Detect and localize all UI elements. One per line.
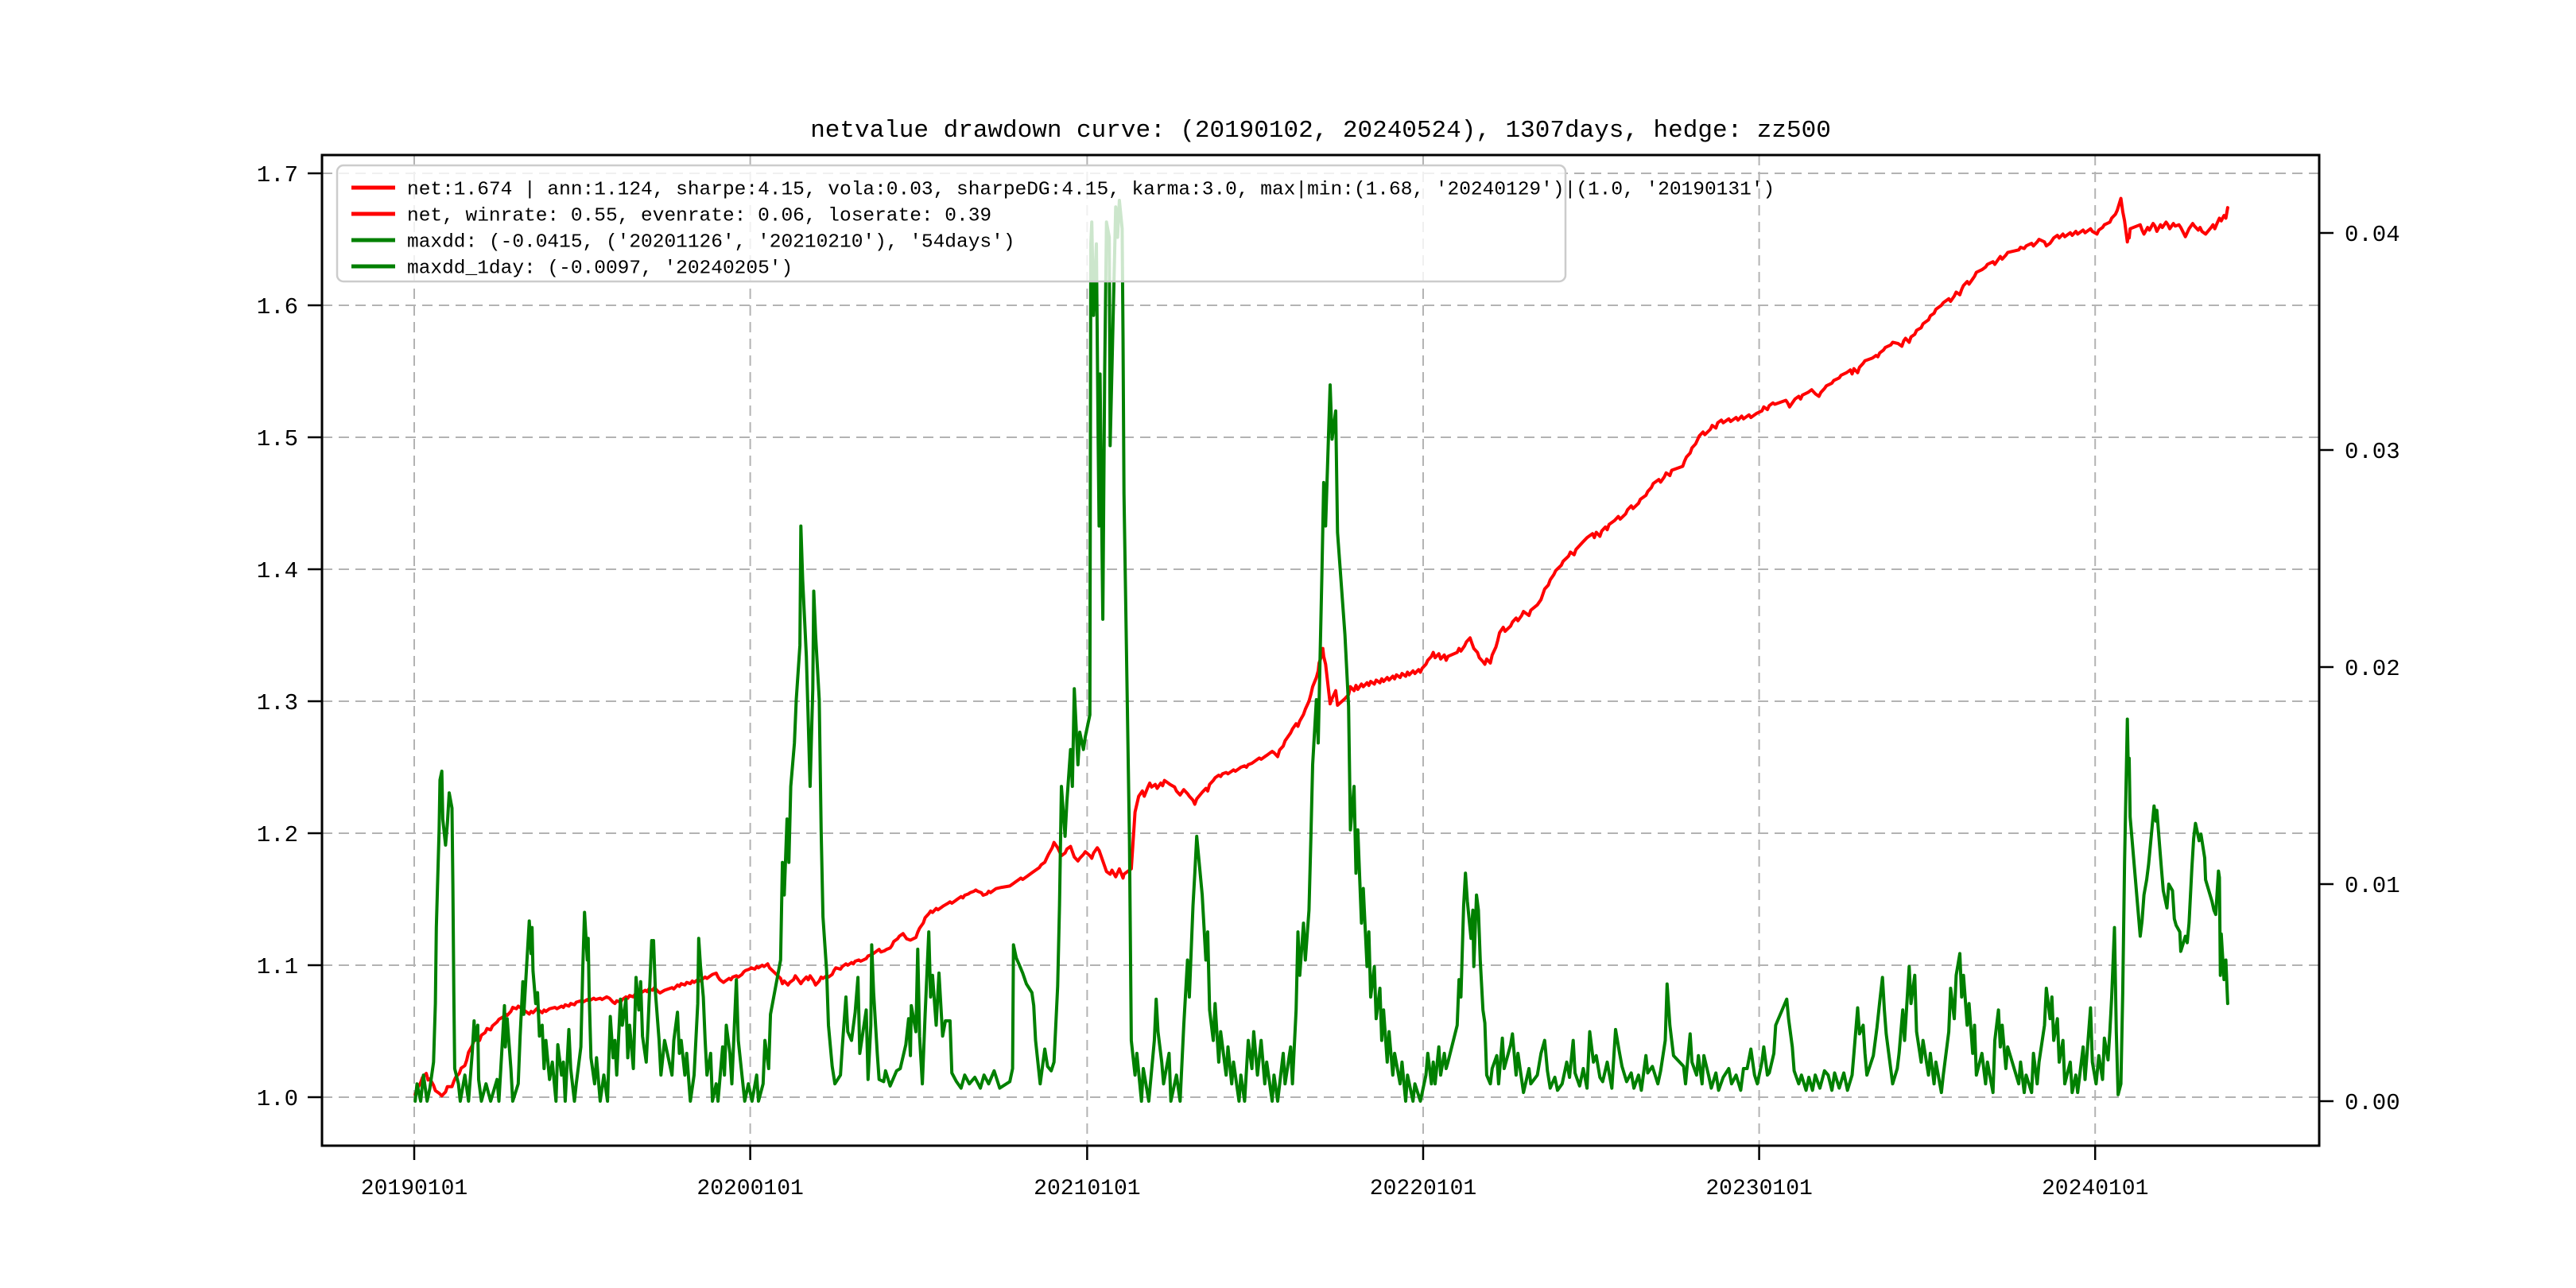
legend-item-maxdd-1day: maxdd_1day: (-0.0097, '20240205') [351, 258, 793, 280]
legend-label: net, winrate: 0.55, evenrate: 0.06, lose… [407, 206, 991, 227]
y-left-tick-label: 1.6 [257, 294, 298, 320]
net-curve [413, 196, 2229, 1098]
y-right-tick-label: 0.00 [2345, 1090, 2400, 1116]
plot-area-border [320, 153, 2321, 1147]
tick-layer: 1.0 1.1 1.2 1.3 1.4 1.5 1.6 1.7 0.00 0.01 0.02 0.03… [257, 162, 2400, 1201]
y-left-tick-label: 1.2 [257, 822, 298, 848]
legend-item-maxdd: maxdd: (-0.0415, ('20201126', '20210210'… [351, 232, 1015, 254]
legend-background [336, 164, 1567, 283]
legend-item-net-stats: net:1.674 | ann:1.124, sharpe:4.15, vola… [351, 180, 1775, 201]
x-tick-label: 20240101 [2042, 1177, 2148, 1201]
y-left-tick-label: 1.0 [257, 1086, 298, 1112]
x-tick-label: 20200101 [696, 1177, 803, 1201]
y-left-tick-label: 1.4 [257, 558, 298, 584]
legend-item-net-winrate: net, winrate: 0.55, evenrate: 0.06, lose… [351, 206, 991, 227]
x-tick-label: 20190101 [361, 1177, 467, 1201]
legend-label: maxdd: (-0.0415, ('20201126', '20210210'… [407, 232, 1015, 254]
x-tick-label: 20230101 [1705, 1177, 1812, 1201]
y-left-tick-label: 1.1 [257, 954, 298, 980]
drawdown-curve [413, 199, 2229, 1103]
grid-layer [322, 155, 2319, 1146]
y-right-tick-label: 0.03 [2345, 439, 2400, 465]
y-left-tick-label: 1.5 [257, 426, 298, 452]
chart-title: netvalue drawdown curve: (20190102, 2024… [810, 117, 1831, 145]
legend-label: maxdd_1day: (-0.0097, '20240205') [407, 258, 793, 280]
y-right-tick-label: 0.02 [2345, 656, 2400, 682]
y-left-tick-label: 1.3 [257, 690, 298, 716]
legend-box: net:1.674 | ann:1.124, sharpe:4.15, vola… [336, 164, 1775, 283]
legend-label: net:1.674 | ann:1.124, sharpe:4.15, vola… [407, 180, 1775, 201]
x-tick-label: 20210101 [1034, 1177, 1140, 1201]
y-left-tick-label: 1.7 [257, 162, 298, 188]
y-right-tick-label: 0.01 [2345, 873, 2400, 899]
x-tick-label: 20220101 [1370, 1177, 1476, 1201]
y-right-tick-label: 0.04 [2345, 222, 2400, 248]
